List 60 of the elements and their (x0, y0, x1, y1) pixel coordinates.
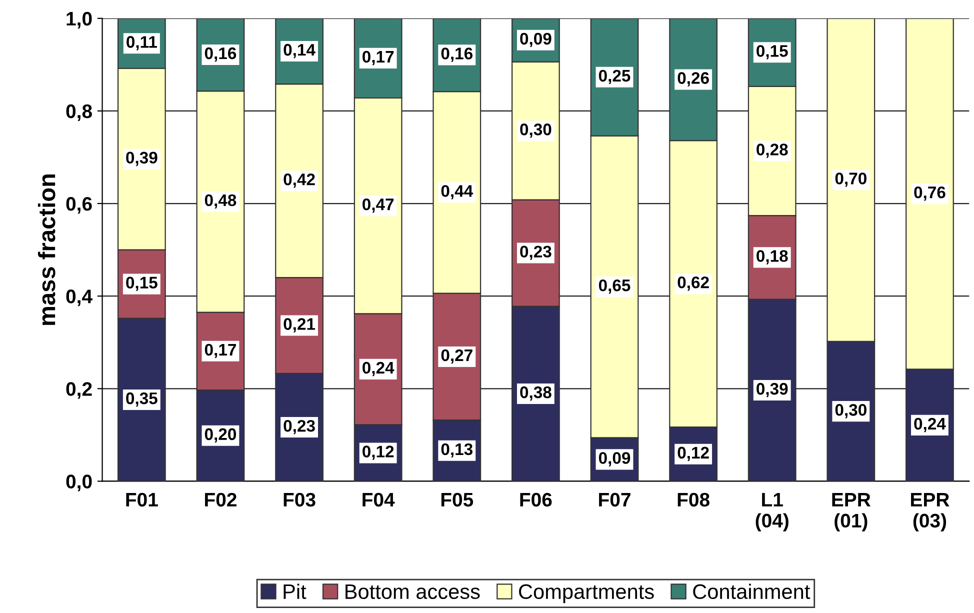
data-label: 0,30 (835, 404, 866, 418)
data-label: 0,15 (126, 276, 158, 291)
data-label: 0,47 (362, 198, 394, 213)
x-tick-label: F08 (678, 492, 710, 507)
legend-label: Bottom access (346, 584, 480, 600)
data-label: 0,13 (441, 443, 473, 458)
data-label: 0,16 (204, 47, 236, 62)
y-axis-title: mass fraction (38, 174, 56, 325)
data-label: 0,17 (204, 344, 236, 358)
data-label: 0,42 (284, 174, 315, 188)
x-tick-label: EPR (01) (832, 493, 871, 532)
data-label: 0,12 (362, 446, 394, 460)
data-label: 0,27 (441, 349, 472, 364)
data-label: 0,15 (756, 45, 788, 60)
legend-label: Containment (693, 584, 810, 600)
x-tick-label: L1 (04) (756, 493, 788, 532)
data-label: 0,39 (126, 152, 158, 166)
data-label: 0,17 (362, 50, 394, 66)
legend-label: Pit (284, 584, 306, 599)
x-tick-label: F03 (284, 492, 316, 507)
data-label: 0,30 (520, 124, 552, 138)
data-label: 0,18 (756, 250, 788, 264)
data-label: 0,28 (756, 144, 788, 158)
data-label: 0,76 (914, 186, 946, 201)
x-tick-label: F02 (205, 492, 236, 507)
x-tick-label: F07 (599, 492, 630, 507)
data-label: 0,44 (441, 185, 474, 200)
data-label: 0,62 (678, 276, 709, 291)
data-label: 0,38 (520, 386, 552, 401)
y-tick-label: 0,4 (66, 290, 92, 306)
data-label: 0,26 (678, 72, 709, 86)
data-label: 0,39 (756, 382, 788, 398)
data-label: 0,24 (914, 418, 946, 432)
data-label: 0,11 (126, 36, 157, 50)
y-tick-label: 1,0 (66, 12, 92, 28)
data-label: 0,12 (678, 446, 709, 462)
x-tick-label: F05 (441, 492, 474, 507)
data-label: 0,65 (598, 279, 630, 294)
data-label: 0,21 (284, 318, 316, 332)
data-label: 0,09 (598, 452, 630, 466)
data-label: 0,23 (284, 420, 315, 434)
y-tick-label: 0,0 (66, 474, 92, 492)
data-label: 0,70 (835, 172, 866, 187)
data-label: 0,20 (204, 428, 236, 443)
x-tick-label: F04 (362, 492, 395, 507)
y-tick-label: 0,6 (66, 196, 92, 214)
data-label: 0,48 (204, 194, 236, 209)
x-tick-label: F01 (126, 492, 158, 507)
x-tick-label: EPR (03) (911, 493, 950, 532)
data-label: 0,14 (284, 44, 316, 58)
legend-label: Compartments (519, 584, 654, 604)
data-label: 0,25 (598, 70, 630, 84)
data-label: 0,35 (126, 392, 158, 407)
data-label: 0,23 (520, 246, 552, 260)
x-tick-label: F06 (520, 492, 552, 507)
data-label: 0,24 (362, 362, 394, 376)
y-tick-label: 0,8 (66, 104, 92, 122)
data-label: 0,16 (441, 48, 473, 62)
y-tick-label: 0,2 (66, 382, 92, 399)
data-label: 0,09 (520, 32, 552, 48)
